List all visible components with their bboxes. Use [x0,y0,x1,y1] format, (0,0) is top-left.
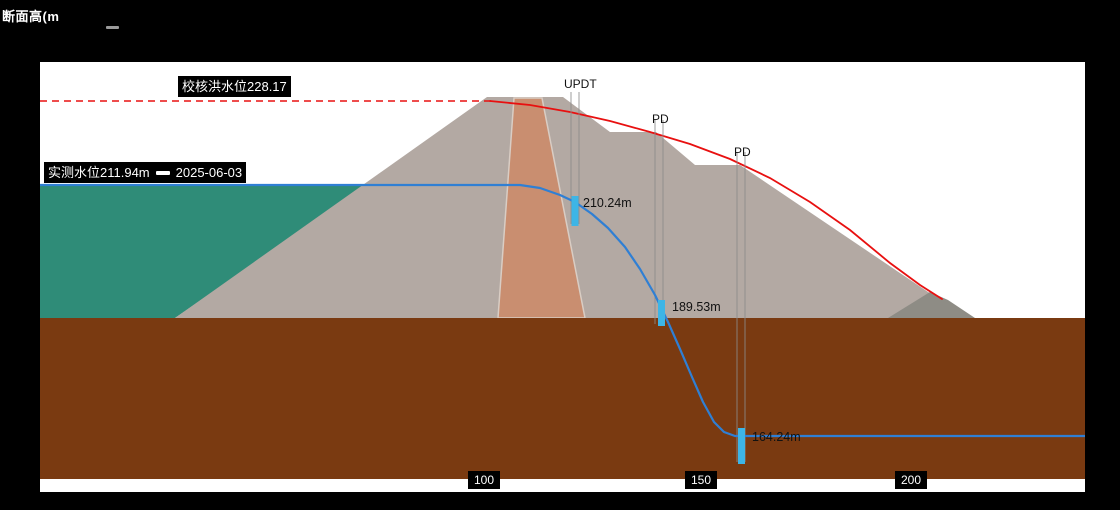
plot-area: 校核洪水位228.17 实测水位211.94m 2025-06-03 UPDT … [40,62,1085,492]
piezometer-name-updt: UPDT [564,77,597,91]
y-axis-title: 断面高(m [2,9,60,24]
measured-water-level-date: 2025-06-03 [175,165,243,180]
measured-water-level-label: 实测水位211.94m 2025-06-03 [44,162,247,183]
legend-line-sample-icon [106,26,119,29]
level-dash-icon [155,170,170,175]
check-flood-level-label: 校核洪水位228.17 [178,76,291,97]
piezometer-reading-pd1: 189.53m [672,300,721,314]
check-flood-phreatic-curve [489,100,943,300]
x-tick-200: 200 [895,471,928,489]
reservoir-water-shape [40,185,367,318]
x-tick-100: 100 [468,471,501,489]
cross-section-canvas [40,92,1085,479]
tube-water-column-pd1 [658,300,665,326]
piezometer-tube-updt [570,92,580,224]
piezometer-reading-updt: 210.24m [583,196,632,210]
tube-water-column-pd2 [738,428,745,464]
toe-berm-shape [888,292,975,318]
piezometer-tube-pd2 [736,152,746,462]
x-tick-150: 150 [685,471,718,489]
measured-phreatic-line [40,183,1085,438]
piezometer-name-pd1: PD [652,112,669,126]
piezometer-name-pd2: PD [734,145,751,159]
foundation-ground-shape [40,318,1085,479]
tube-water-column-updt [571,196,579,226]
measured-water-level-text: 实测水位211.94m [48,165,150,180]
piezometer-reading-pd2: 164.24m [752,430,801,444]
piezometer-tube-pd1 [654,120,664,324]
check-flood-level-text: 校核洪水位228.17 [182,79,287,94]
